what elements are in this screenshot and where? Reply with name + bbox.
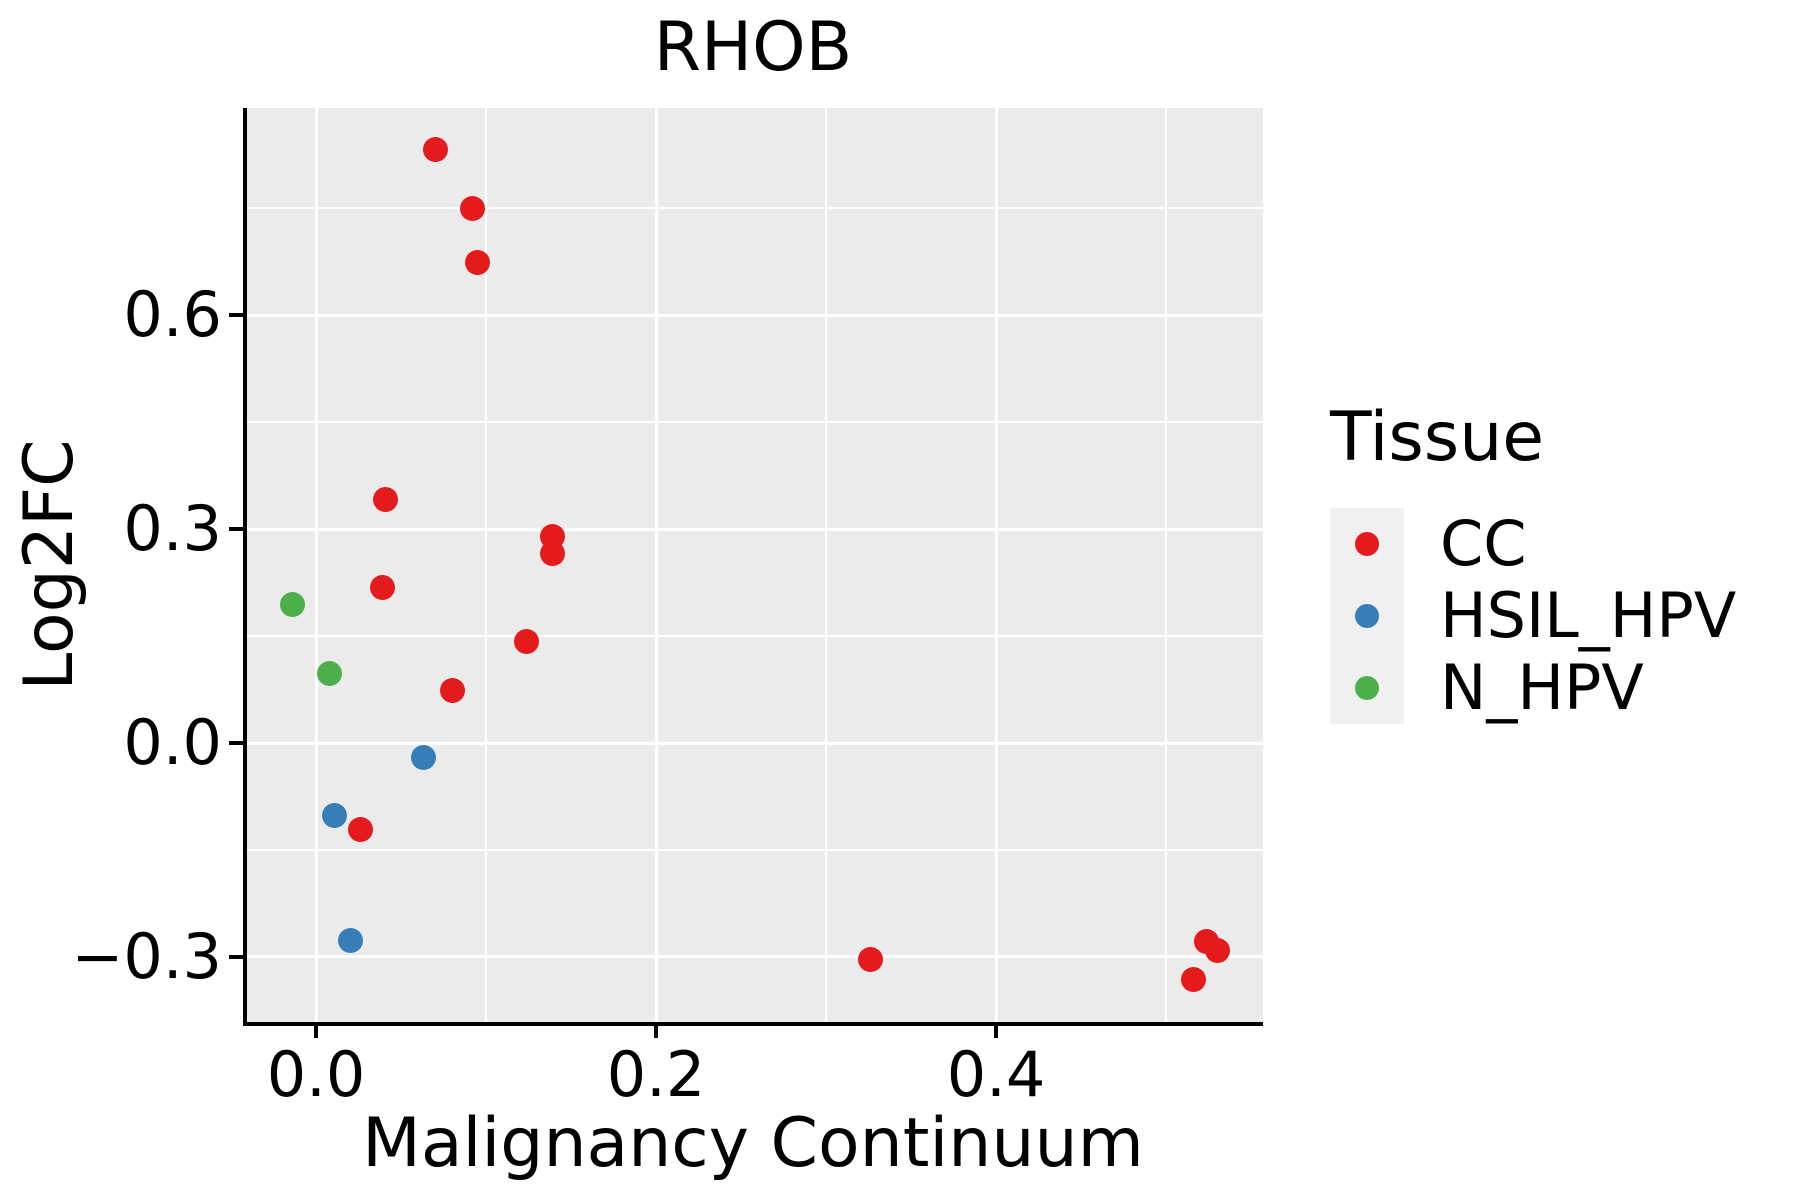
- y-tick-label: 0.0: [123, 706, 222, 779]
- legend-label: CC: [1440, 507, 1527, 580]
- major-gridline-h: [247, 955, 1263, 959]
- data-point-cc: [347, 816, 373, 842]
- x-tick-mark: [654, 1024, 658, 1038]
- data-point-cc: [465, 249, 490, 275]
- y-tick-mark: [229, 527, 243, 532]
- data-point-cc: [857, 946, 883, 972]
- x-tick-mark: [994, 1024, 998, 1038]
- data-point-cc: [422, 136, 448, 162]
- minor-gridline-v: [1165, 108, 1167, 1022]
- minor-gridline-v: [825, 108, 827, 1022]
- y-tick-label: 0.6: [123, 278, 222, 352]
- legend-item-cc: CC: [1330, 508, 1736, 580]
- x-tick-label: 0.2: [606, 1038, 706, 1111]
- plot-title: RHOB: [653, 8, 853, 87]
- legend-item-hsil-hpv: HSIL_HPV: [1330, 580, 1736, 652]
- legend-label: HSIL_HPV: [1440, 579, 1737, 652]
- minor-gridline-h: [247, 207, 1263, 210]
- y-tick-label: −0.3: [71, 919, 222, 993]
- data-point-cc: [369, 575, 395, 601]
- y-tick-mark: [229, 954, 243, 959]
- x-tick-label: 0.4: [946, 1038, 1046, 1111]
- major-gridline-v: [314, 108, 318, 1022]
- n-hpv-dot-icon: [1355, 676, 1379, 700]
- x-tick-mark: [314, 1024, 318, 1038]
- y-tick-label: 0.3: [123, 492, 222, 566]
- major-gridline-v: [654, 108, 658, 1022]
- major-gridline-v: [994, 108, 998, 1022]
- minor-gridline-h: [247, 848, 1263, 851]
- y-tick-mark: [229, 741, 243, 745]
- data-point-hsil_hpv: [410, 744, 436, 770]
- major-gridline-h: [247, 741, 1263, 745]
- data-point-n_hpv: [279, 592, 305, 618]
- y-tick-mark: [229, 313, 243, 318]
- legend-label: N_HPV: [1440, 651, 1644, 724]
- data-point-cc: [1204, 937, 1230, 963]
- data-point-hsil_hpv: [337, 928, 363, 953]
- legend-key: [1330, 508, 1404, 580]
- legend-title: Tissue: [1330, 398, 1545, 477]
- panel: [243, 108, 1263, 1026]
- minor-gridline-h: [247, 421, 1263, 424]
- data-point-cc: [539, 540, 565, 566]
- x-axis-title: Malignancy Continuum: [362, 1104, 1144, 1183]
- hsil-hpv-dot-icon: [1355, 604, 1379, 628]
- data-point-cc: [373, 486, 399, 512]
- major-gridline-h: [247, 527, 1263, 531]
- data-point-cc: [459, 196, 485, 222]
- legend-item-n-hpv: N_HPV: [1330, 652, 1736, 724]
- legend-key: [1330, 652, 1404, 724]
- minor-gridline-h: [247, 635, 1263, 638]
- data-point-hsil_hpv: [322, 802, 348, 828]
- minor-gridline-v: [485, 108, 487, 1022]
- major-gridline-h: [247, 313, 1263, 317]
- data-point-cc: [439, 677, 465, 703]
- data-point-cc: [1180, 966, 1206, 992]
- y-axis-title: Log2FC: [10, 439, 89, 691]
- cc-dot-icon: [1355, 532, 1379, 556]
- legend-key: [1330, 580, 1404, 652]
- legend: Tissue CC HSIL_HPV N_HPV: [1330, 404, 1736, 724]
- data-point-cc: [514, 628, 540, 654]
- data-point-n_hpv: [317, 660, 343, 686]
- x-tick-label: 0.0: [266, 1038, 366, 1111]
